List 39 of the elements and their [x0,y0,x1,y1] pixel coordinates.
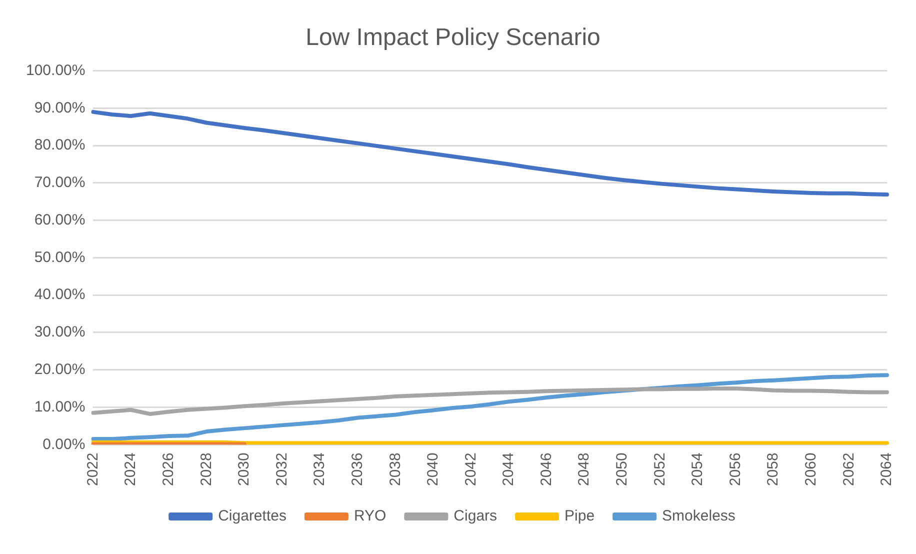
x-tick-label: 2032 [273,452,290,486]
x-tick-label: 2038 [386,452,404,486]
x-tick-label: 2050 [614,452,631,486]
x-tick-label: 2028 [198,452,215,486]
x-tick-label: 2040 [424,452,442,486]
x-tick-label: 2024 [122,452,140,486]
x-tick-label: 2042 [462,452,480,486]
x-tick-label: 2022 [84,452,102,486]
x-tick-label: 2046 [538,452,555,486]
legend-label: RYO [354,508,386,525]
y-tick-label: 40.00% [34,286,86,304]
x-tick-label: 2058 [764,452,782,486]
chart-title: Low Impact Policy Scenario [306,24,600,52]
y-tick-label: 70.00% [34,174,86,192]
y-tick-label: 60.00% [34,211,86,228]
y-tick-label: 100.00% [26,62,86,79]
x-tick-label: 2048 [576,452,593,486]
y-tick-label: 0.00% [42,436,86,453]
x-tick-label: 2044 [500,452,518,486]
legend-label: Cigarettes [218,508,286,525]
x-tick-label: 2056 [726,452,744,486]
y-tick-label: 10.00% [34,398,86,416]
x-tick-label: 2052 [651,452,668,486]
x-tick-label: 2026 [160,452,177,486]
y-tick-label: 20.00% [34,361,86,378]
legend-label: Cigars [454,508,498,525]
y-tick-label: 80.00% [34,136,86,154]
x-tick-label: 2030 [236,452,253,486]
y-tick-label: 30.00% [34,324,86,341]
x-tick-label: 2036 [348,452,366,486]
y-tick-label: 90.00% [34,99,86,116]
x-tick-label: 2062 [840,452,858,486]
x-tick-label: 2054 [689,452,706,486]
legend-label: Pipe [564,508,595,525]
x-tick-label: 2064 [878,452,896,486]
x-tick-label: 2034 [311,452,328,486]
y-tick-label: 50.00% [34,248,86,266]
legend-label: Smokeless [662,508,736,525]
x-tick-label: 2060 [802,452,820,486]
